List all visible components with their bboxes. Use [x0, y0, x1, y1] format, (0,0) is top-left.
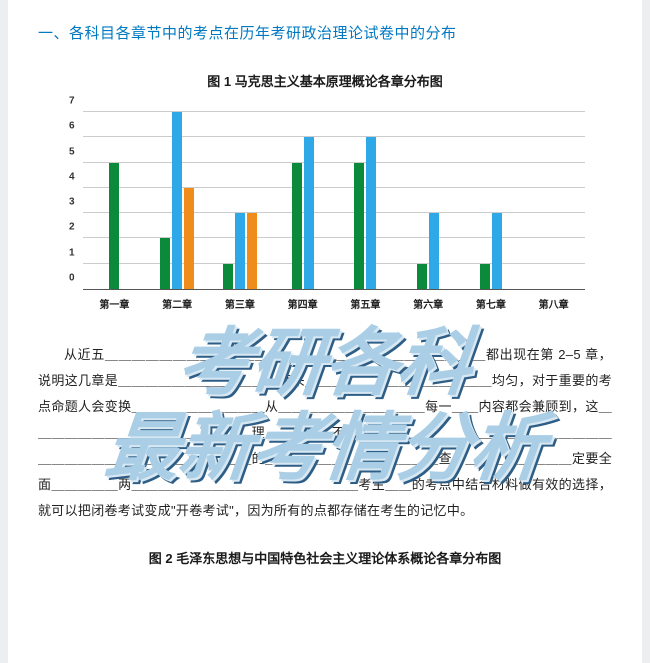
chart1-x-label: 第七章: [460, 290, 523, 312]
chart1-y-tick: 3: [69, 197, 75, 208]
chart1-x-axis: 第一章第二章第三章第四章第五章第六章第七章第八章: [83, 290, 585, 312]
chart1-y-tick: 5: [69, 146, 75, 157]
chart1-y-tick: 4: [69, 171, 75, 182]
chart1-x-label: 第三章: [209, 290, 272, 312]
chart1-bar: [109, 163, 119, 289]
chart1-x-label: 第五章: [334, 290, 397, 312]
chart1-x-label: 第六章: [397, 290, 460, 312]
chart1-group: [83, 112, 146, 289]
chart1-groups: [83, 112, 585, 289]
document-page: 一、各科目各章节中的考点在历年考研政治理论试卷中的分布 图 1 马克思主义基本原…: [8, 0, 642, 663]
chart1-y-tick: 0: [69, 273, 75, 284]
chart1-bar: [160, 238, 170, 289]
chart1-y-tick: 6: [69, 121, 75, 132]
chart1-x-label: 第一章: [83, 290, 146, 312]
section-heading: 一、各科目各章节中的考点在历年考研政治理论试卷中的分布: [38, 22, 612, 43]
chart1-group: [146, 112, 209, 289]
chart1-x-label: 第八章: [522, 290, 585, 312]
chart1-bar: [223, 264, 233, 289]
chart1-y-tick: 1: [69, 247, 75, 258]
chart1-group: [209, 112, 272, 289]
chart1-group: [522, 112, 585, 289]
chart1-plot-area: 01234567: [83, 112, 585, 290]
chart1-bar: [492, 213, 502, 289]
chart1-group: [397, 112, 460, 289]
chart1-bar: [429, 213, 439, 289]
chart2-title: 图 2 毛泽东思想与中国特色社会主义理论体系概论各章分布图: [38, 548, 612, 567]
chart1-bar: [247, 213, 257, 289]
chart1-group: [460, 112, 523, 289]
chart1-bar: [366, 137, 376, 289]
body-paragraph: 从近五＿＿＿＿＿＿＿＿＿＿＿＿＿＿＿＿＿＿＿＿＿＿＿＿＿＿＿＿都出现在第 2–5…: [38, 342, 612, 524]
chart1-bar: [417, 264, 427, 289]
chart1-x-label: 第四章: [271, 290, 334, 312]
chart1-y-tick: 2: [69, 222, 75, 233]
chart1-bar: [354, 163, 364, 289]
chart1: 01234567 第一章第二章第三章第四章第五章第六章第七章第八章: [83, 112, 585, 312]
chart1-bar: [184, 188, 194, 289]
chart1-x-label: 第二章: [146, 290, 209, 312]
chart1-bar: [172, 112, 182, 289]
chart1-group: [271, 112, 334, 289]
chart1-y-tick: 7: [69, 96, 75, 107]
chart1-bar: [235, 213, 245, 289]
chart1-container: 01234567 第一章第二章第三章第四章第五章第六章第七章第八章: [65, 112, 585, 312]
chart1-group: [334, 112, 397, 289]
chart1-bar: [480, 264, 490, 289]
chart1-bar: [304, 137, 314, 289]
chart1-title: 图 1 马克思主义基本原理概论各章分布图: [38, 71, 612, 90]
chart1-bar: [292, 163, 302, 289]
